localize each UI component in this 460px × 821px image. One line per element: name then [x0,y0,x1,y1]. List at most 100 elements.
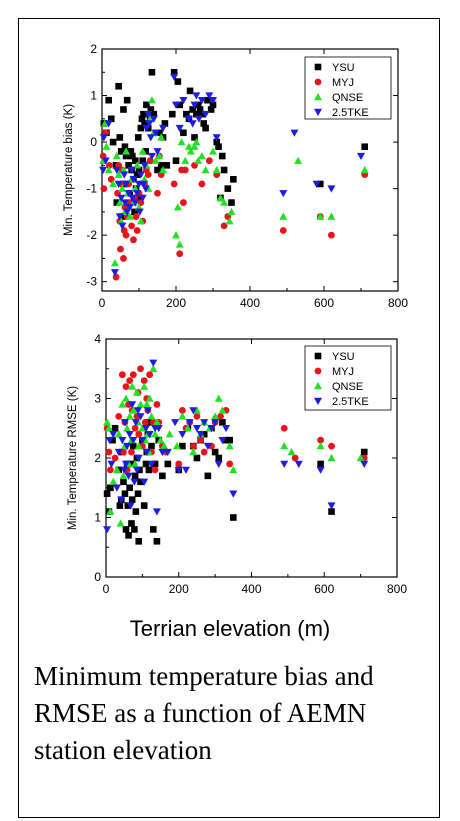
data-point [145,120,154,128]
data-point [179,96,188,105]
data-point [146,371,154,379]
data-point [122,180,131,188]
data-point [132,466,141,474]
data-point [220,198,229,206]
data-point [131,424,139,432]
data-point [230,514,237,521]
data-point [131,459,140,468]
data-point [105,436,114,445]
data-point [201,166,210,174]
data-point [164,460,172,468]
data-point [123,208,132,216]
legend-label: QNSE [332,381,363,393]
data-point [138,147,147,155]
data-point [157,162,165,169]
data-point [163,448,172,457]
data-point [186,147,195,155]
data-point [144,171,152,179]
x-tick-label: 200 [169,582,189,596]
data-point [196,106,204,113]
data-point [151,460,159,468]
data-point [200,419,209,427]
data-point [213,138,220,146]
data-point [192,138,201,146]
legend-label: MYJ [332,77,354,89]
data-point [140,162,149,170]
data-point [178,412,187,420]
data-point [149,526,157,533]
data-point [183,110,190,118]
data-point [152,508,161,516]
data-point [317,180,324,188]
data-point [122,231,130,239]
data-point [136,217,145,225]
data-point [201,110,210,119]
data-point [107,460,116,468]
data-point [151,466,159,474]
data-point [159,472,166,480]
data-point [140,377,148,385]
data-point [180,129,187,137]
data-point [279,212,288,220]
data-point [114,180,123,188]
data-point [131,199,140,207]
data-point [134,490,142,497]
figure-frame [18,18,440,818]
data-point [196,431,205,439]
data-point [121,490,129,497]
data-point [280,424,288,432]
data-point [360,166,369,174]
data-point [132,508,140,515]
data-point [140,175,149,183]
legend-label: 2.5TKE [332,107,369,119]
data-point [134,134,142,141]
data-point [140,478,149,486]
data-point [145,394,154,402]
data-point [294,156,303,164]
data-point [192,425,201,433]
data-point [145,466,153,474]
data-point [153,148,162,156]
data-point [106,161,113,169]
legend-marker [314,63,322,71]
x-tick-label: 200 [166,296,186,310]
data-point [212,166,221,174]
data-point [120,466,129,474]
data-point [118,400,127,408]
data-points [99,68,369,281]
data-point [192,406,201,414]
data-point [142,425,151,433]
legend-label: 2.5TKE [332,396,369,408]
data-point [327,454,336,462]
data-point [222,436,230,444]
data-point [138,424,147,432]
data-point [170,68,178,76]
data-point [120,419,129,427]
data-point [209,101,217,109]
data-point [203,442,212,451]
data-point [122,383,130,390]
legend-label: MYJ [332,366,354,378]
legend-label: YSU [332,62,355,74]
data-point [139,157,146,164]
data-point [104,424,113,432]
data-point [216,193,225,202]
data-point [112,166,121,174]
data-point [136,171,145,179]
data-point [130,478,139,486]
data-point [143,101,150,109]
data-point [197,96,206,105]
data-point [140,502,148,509]
data-point [125,532,132,539]
data-point [294,460,303,468]
data-point [188,120,197,128]
data-point [115,82,122,90]
data-point [117,194,126,202]
data-point [131,208,138,216]
data-point [103,526,112,534]
data-point [114,170,123,178]
data-point [198,180,206,188]
y-axis-label: Min. Temperature bias (K) [63,104,75,236]
data-point [170,73,179,81]
data-point [160,442,169,450]
